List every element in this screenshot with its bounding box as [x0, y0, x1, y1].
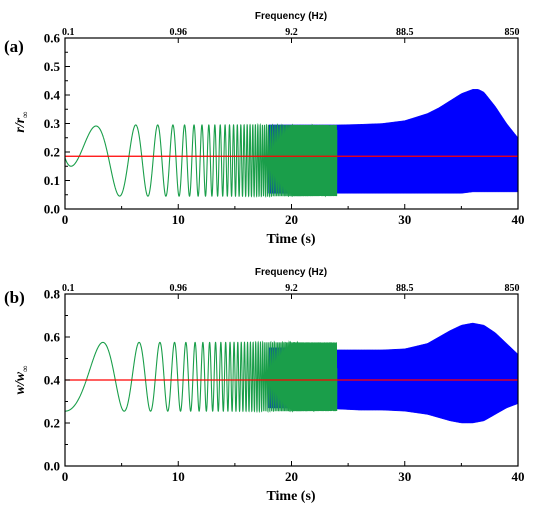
panel-a-series-group [65, 89, 518, 198]
panel-b-x-axis-title: Time (s) [266, 489, 315, 504]
panel-b-y-axis-title-sub: ∞ [20, 366, 30, 372]
panel-a-y-tick-label: 0.1 [44, 173, 60, 188]
panel-b-plot-area [65, 322, 518, 424]
panel-b-x-tick-label: 20 [285, 469, 298, 484]
panel-b-x-tick-label: 40 [512, 469, 525, 484]
panel-b-y-axis-title: w/w∞ [13, 366, 30, 395]
panel-b-x-tick-labels: 0 10 20 30 40 [62, 469, 525, 484]
panel-a-y-axis-title-sub: ∞ [20, 111, 30, 117]
panel-a-y-tick-label: 0.4 [44, 88, 61, 103]
panel-a-x-tick-labels: 0 10 20 30 40 [62, 212, 525, 227]
panel-a-label: (a) [4, 37, 24, 56]
panel-a-y-tick-label: 0.2 [44, 145, 60, 160]
panel-b-top-tick-label: 0.1 [62, 283, 75, 294]
panel-b: (b) Frequency (Hz) 0.1 0.96 9.2 88.5 850 0.0… [4, 267, 525, 504]
panel-a-y-tick-label: 0.5 [44, 59, 61, 74]
panel-a-x-tick-label: 10 [172, 212, 185, 227]
panel-b-top-tick-label: 850 [505, 283, 520, 294]
panel-a-top-tick-labels: 0.1 0.96 9.2 88.5 850 [62, 27, 520, 38]
panel-b-top-axis-title: Frequency (Hz) [255, 267, 327, 278]
panel-a-top-tick-label: 88.5 [396, 27, 414, 38]
panel-b-top-tick-label: 9.2 [285, 283, 298, 294]
panel-b-y-tick-label: 0.2 [44, 416, 60, 431]
panel-a-y-axis-title: r/r∞ [13, 111, 30, 132]
panel-a-top-tick-label: 850 [505, 27, 520, 38]
panel-a: (a) Frequency (Hz) 0.1 0.96 9.2 88.5 850 0.0… [4, 11, 525, 247]
panel-b-x-tick-label: 10 [172, 469, 185, 484]
panel-a-x-tick-label: 20 [285, 212, 298, 227]
panel-b-y-axis-title-main: w/w [13, 371, 28, 394]
panel-a-top-axis-title: Frequency (Hz) [255, 11, 327, 22]
panel-b-axes [64, 293, 519, 467]
panel-a-x-tick-label: 40 [512, 212, 525, 227]
panel-b-top-tick-label: 0.96 [170, 283, 188, 294]
panel-b-label: (b) [4, 288, 25, 307]
panel-a-top-tick-label: 0.1 [62, 27, 75, 38]
panel-a-y-tick-label: 0.3 [44, 116, 61, 131]
panel-a-y-tick-labels: 0.0 0.1 0.2 0.3 0.4 0.5 0.6 [44, 31, 61, 217]
panel-a-y-tick-label: 0.0 [44, 202, 60, 217]
panel-b-top-tick-labels: 0.1 0.96 9.2 88.5 850 [62, 283, 520, 294]
panel-a-axes [64, 37, 519, 210]
panel-b-y-tick-label: 0.8 [44, 287, 61, 302]
panel-a-top-tick-label: 0.96 [170, 27, 188, 38]
panel-a-top-tick-label: 9.2 [285, 27, 298, 38]
panel-a-x-tick-label: 30 [398, 212, 411, 227]
panel-a-y-tick-label: 0.6 [44, 31, 61, 46]
panel-b-x-tick-label: 0 [62, 469, 69, 484]
panel-b-green-chirp-line [65, 340, 338, 414]
panel-a-y-axis-title-main: r/r [13, 117, 28, 132]
panel-b-y-tick-labels: 0.0 0.2 0.4 0.6 0.8 [44, 287, 61, 474]
panel-b-top-tick-label: 88.5 [396, 283, 414, 294]
panel-b-y-tick-label: 0.6 [44, 330, 61, 345]
panel-a-x-axis-title: Time (s) [266, 232, 315, 247]
panel-a-green-chirp-line [65, 122, 338, 198]
panel-b-y-tick-label: 0.4 [44, 373, 61, 388]
panel-a-plot-area [65, 89, 518, 198]
panel-a-x-tick-label: 0 [62, 212, 69, 227]
panel-b-y-tick-label: 0.0 [44, 459, 60, 474]
panel-b-x-tick-label: 30 [398, 469, 411, 484]
panel-b-series-group [65, 322, 518, 424]
